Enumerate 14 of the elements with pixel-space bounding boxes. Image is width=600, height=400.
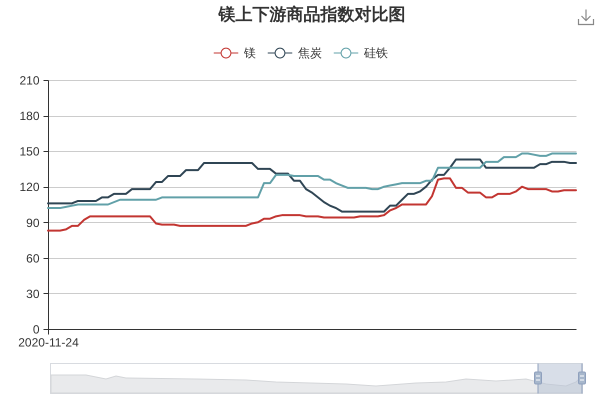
legend-label: 硅铁 xyxy=(363,46,388,60)
y-tick-label: 60 xyxy=(26,251,40,266)
y-tick-label: 90 xyxy=(26,216,40,230)
y-tick-label: 210 xyxy=(19,74,40,88)
y-tick-label: 30 xyxy=(26,286,40,301)
y-tick-label: 150 xyxy=(19,144,40,159)
x-tick-label: 2020-11-24 xyxy=(18,336,80,350)
y-tick-label: 0 xyxy=(32,322,40,336)
legend-label: 焦炭 xyxy=(298,46,322,60)
chart-title: 镁上下游商品指数对比图 xyxy=(218,5,406,24)
y-tick-label: 120 xyxy=(19,180,40,194)
line-series xyxy=(47,177,577,232)
y-tick-label: 180 xyxy=(19,109,40,124)
legend-label: 镁 xyxy=(243,46,256,60)
